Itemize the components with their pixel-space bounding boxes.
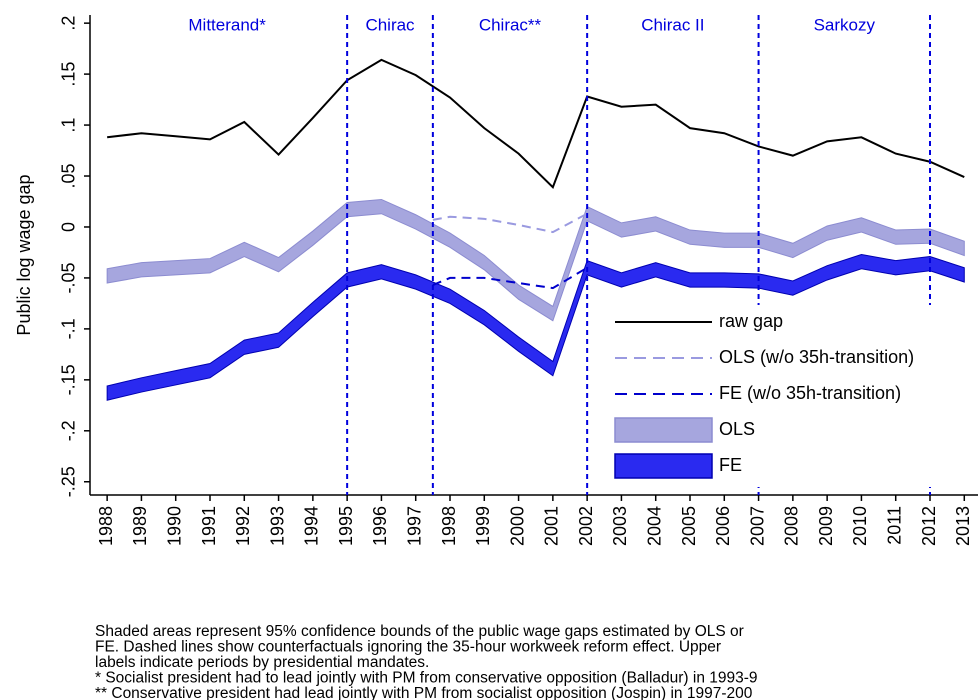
x-tick-label: 1989 — [130, 506, 150, 546]
x-tick-label: 2003 — [610, 506, 630, 546]
y-tick-label: 0 — [59, 222, 79, 232]
mandate-label: Chirac** — [479, 15, 542, 34]
x-tick-label: 1991 — [199, 506, 219, 546]
x-tick-label: 2000 — [507, 506, 527, 546]
note: labels indicate periods by presidential … — [95, 654, 429, 671]
y-tick-label: .15 — [59, 62, 79, 87]
y-axis-title: Public log wage gap — [14, 174, 34, 335]
y-tick-label: -.2 — [59, 420, 79, 441]
mandate-label: Chirac — [365, 15, 415, 34]
mandate-label: Sarkozy — [814, 15, 876, 34]
x-tick-label: 2004 — [644, 506, 664, 546]
y-tick-label: .1 — [59, 118, 79, 133]
y-tick-label: .05 — [59, 164, 79, 189]
legend-label: raw gap — [719, 311, 783, 331]
y-tick-label: .2 — [59, 16, 79, 31]
note: FE. Dashed lines show counterfactuals ig… — [95, 639, 721, 656]
x-tick-label: 1994 — [302, 506, 322, 546]
x-tick-label: 2007 — [747, 506, 767, 546]
note: Shaded areas represent 95% confidence bo… — [95, 623, 744, 640]
x-tick-label: 2010 — [850, 506, 870, 546]
mandate-label: Mitterand* — [188, 15, 266, 34]
legend-label: FE (w/o 35h-transition) — [719, 383, 901, 403]
x-tick-label: 2006 — [713, 506, 733, 546]
confidence-band — [106, 198, 965, 322]
legend-label: OLS — [719, 419, 755, 439]
counterfactual-line — [432, 266, 588, 290]
x-tick-label: 1998 — [439, 506, 459, 546]
x-tick-label: 1988 — [96, 506, 116, 546]
legend-swatch — [614, 453, 713, 479]
y-tick-label: -.25 — [59, 466, 79, 497]
x-tick-label: 1997 — [404, 506, 424, 546]
x-tick-label: 1996 — [370, 506, 390, 546]
x-tick-label: 1999 — [473, 506, 493, 546]
x-tick-label: 1990 — [164, 506, 184, 546]
x-tick-label: 2001 — [542, 506, 562, 546]
y-tick-label: -.15 — [59, 364, 79, 395]
x-tick-label: 2005 — [679, 506, 699, 546]
x-tick-label: 2002 — [576, 506, 596, 546]
y-tick-label: -.05 — [59, 262, 79, 293]
legend-swatch — [614, 417, 713, 443]
raw-gap-line — [107, 58, 965, 190]
confidence-band — [106, 253, 965, 401]
note: ** Conservative president had lead joint… — [95, 685, 753, 700]
x-tick-label: 1992 — [233, 506, 253, 546]
legend: raw gap OLS (w/o 35h-transition) FE (w/o 3… — [605, 305, 978, 487]
legend-label: FE — [719, 455, 742, 475]
legend-label: OLS (w/o 35h-transition) — [719, 347, 914, 367]
x-tick-label: 2013 — [953, 506, 973, 546]
mandate-label: Chirac II — [641, 15, 704, 34]
x-tick-label: 2012 — [919, 506, 939, 546]
x-tick-label: 2011 — [884, 506, 904, 545]
counterfactual-line — [432, 212, 588, 234]
x-tick-label: 1995 — [336, 506, 356, 546]
note: * Socialist president had to lead jointl… — [95, 670, 758, 687]
x-tick-label: 2009 — [816, 506, 836, 546]
y-tick-label: -.1 — [59, 318, 79, 339]
x-tick-label: 2008 — [782, 506, 802, 546]
x-tick-label: 1993 — [267, 506, 287, 546]
